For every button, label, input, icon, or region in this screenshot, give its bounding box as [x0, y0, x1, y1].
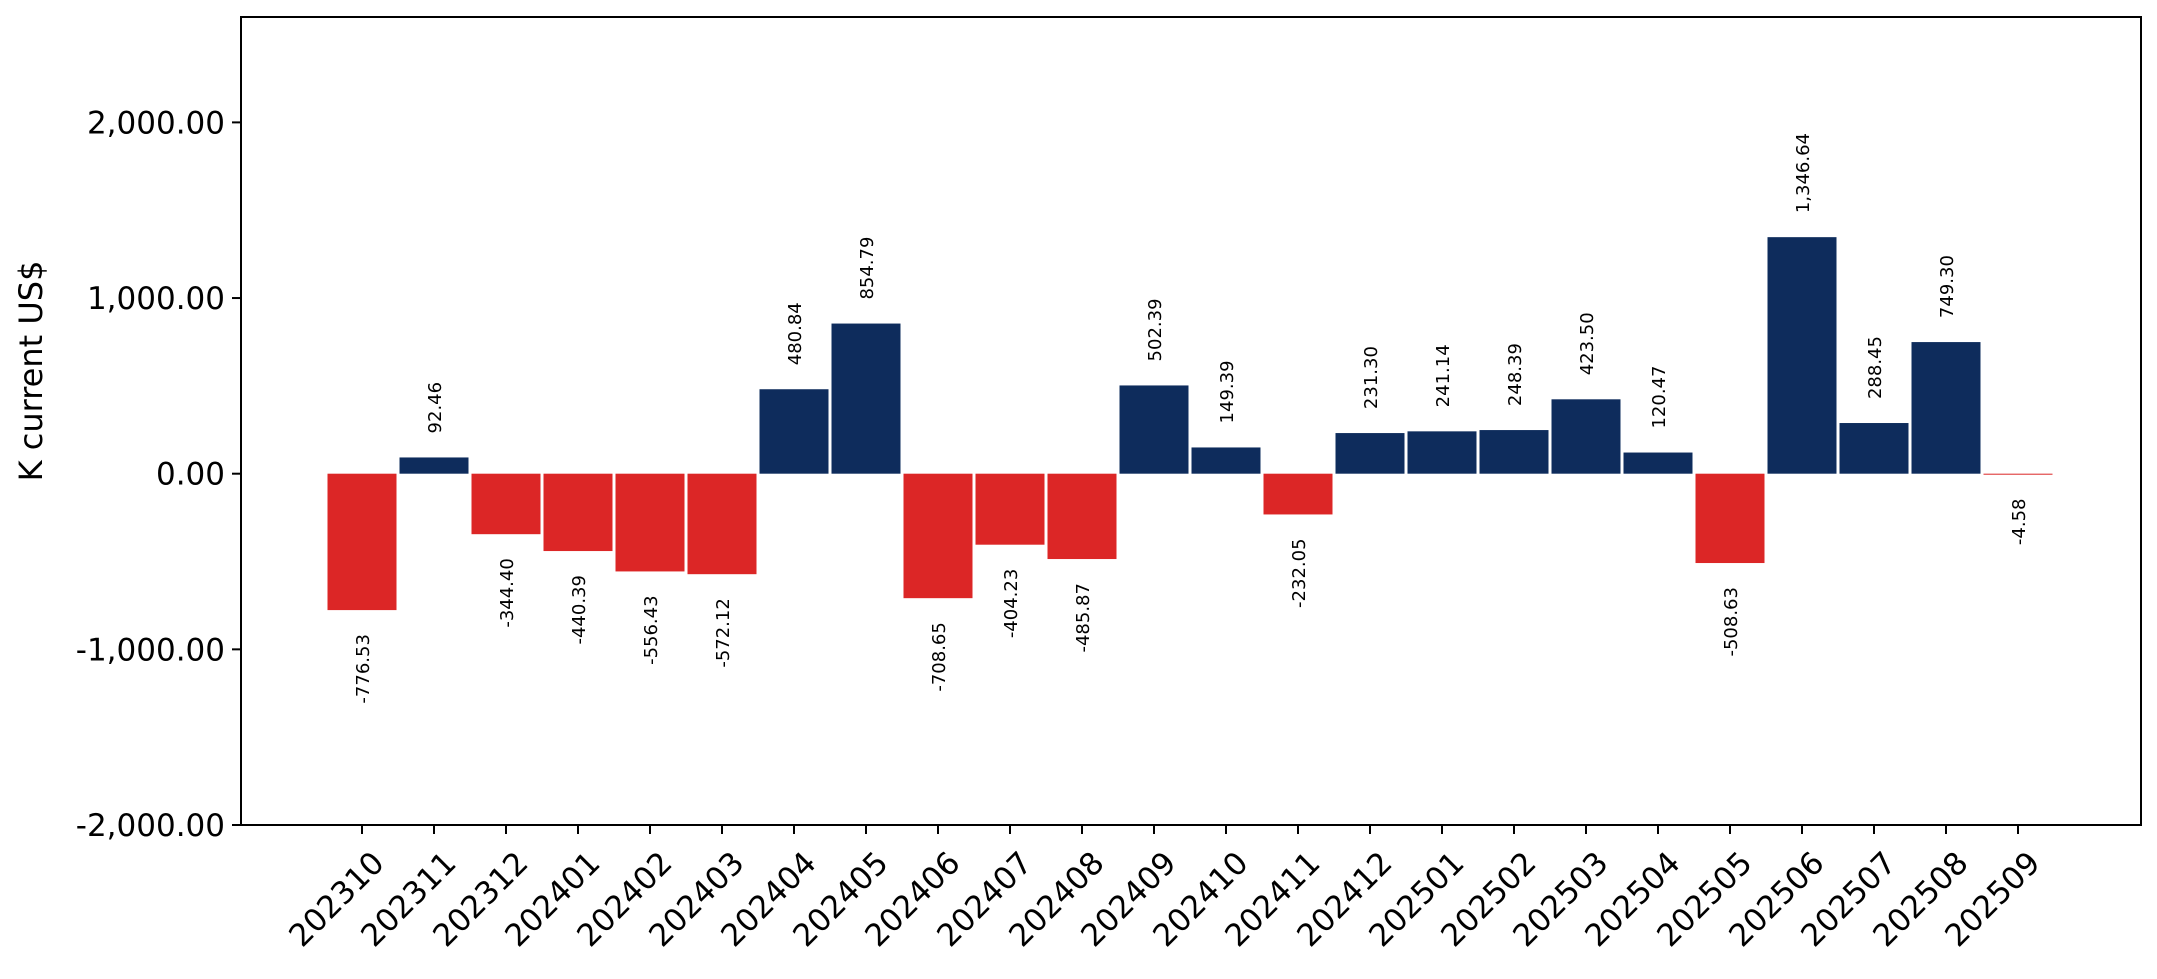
bar-202507: [1839, 423, 1909, 474]
data-label-202408: -485.87: [1073, 583, 1094, 652]
y-tick-label: -1,000.00: [76, 632, 225, 668]
data-label-202505: -508.63: [1721, 587, 1742, 656]
x-axis: 2023102023112023122024012024022024032024…: [282, 825, 2048, 954]
bar-202505: [1695, 473, 1765, 564]
data-label-202411: -232.05: [1289, 538, 1310, 607]
data-label-202412: 231.30: [1361, 346, 1382, 409]
bar-202408: [1047, 473, 1117, 560]
bar-202411: [1263, 473, 1333, 515]
data-label-202503: 423.50: [1577, 312, 1598, 375]
data-label-202507: 288.45: [1865, 336, 1886, 399]
data-label-202406: -708.65: [929, 622, 950, 691]
data-label-202407: -404.23: [1001, 569, 1022, 638]
data-label-202501: 241.14: [1433, 344, 1454, 407]
y-tick-label: 2,000.00: [87, 105, 225, 141]
bar-202509: [1983, 473, 2053, 475]
bar-202407: [975, 473, 1045, 545]
bar-202410: [1191, 447, 1261, 474]
y-tick-label: 1,000.00: [87, 281, 225, 317]
bar-202402: [615, 473, 685, 572]
bar-202403: [687, 473, 757, 575]
data-label-202403: -572.12: [713, 598, 734, 667]
bar-202508: [1911, 342, 1981, 474]
bar-202506: [1767, 237, 1837, 474]
bar-202503: [1551, 399, 1621, 474]
data-label-202402: -556.43: [641, 595, 662, 664]
data-label-202504: 120.47: [1649, 366, 1670, 429]
bar-202501: [1407, 431, 1477, 474]
plot-frame: [240, 16, 2142, 826]
bar-202409: [1119, 385, 1189, 474]
data-label-202401: -440.39: [569, 575, 590, 644]
data-label-202405: 854.79: [857, 237, 878, 300]
bar-202310: [327, 473, 397, 611]
bar-202404: [759, 389, 829, 474]
data-label-202410: 149.39: [1217, 360, 1238, 423]
data-label-202312: -344.40: [497, 558, 518, 627]
y-axis-label: K current US$: [12, 261, 50, 482]
y-axis: -2,000.00 -1,000.00 0.00 1,000.00 2,000.00: [76, 105, 241, 844]
bar-202412: [1335, 433, 1405, 474]
data-label-202311: 92.46: [425, 382, 446, 434]
bar-202312: [471, 473, 541, 535]
bar-202504: [1623, 452, 1693, 474]
data-label-202509: -4.58: [2009, 499, 2030, 546]
data-labels-layer: -776.53 92.46 -344.40 -440.39 -556.43 -572.12…: [353, 133, 2030, 704]
bar-202502: [1479, 430, 1549, 474]
bars-layer: [327, 237, 2053, 611]
y-tick-label: -2,000.00: [76, 808, 225, 844]
data-label-202502: 248.39: [1505, 343, 1526, 406]
bar-202405: [831, 323, 901, 474]
y-tick-label: 0.00: [156, 457, 225, 493]
data-label-202409: 502.39: [1145, 298, 1166, 361]
data-label-202404: 480.84: [785, 302, 806, 365]
bar-202401: [543, 473, 613, 552]
data-label-202508: 749.30: [1937, 255, 1958, 318]
data-label-202310: -776.53: [353, 634, 374, 703]
data-label-202506: 1,346.64: [1793, 133, 1814, 213]
bar-202311: [399, 457, 469, 474]
bar-202406: [903, 473, 973, 599]
